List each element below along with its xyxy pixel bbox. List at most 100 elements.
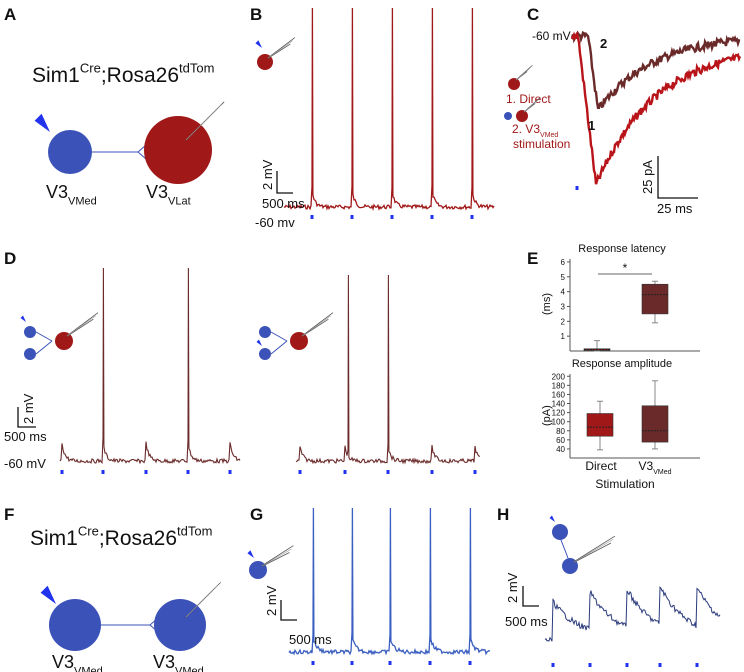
stim-tick xyxy=(228,470,232,474)
stim-tick xyxy=(101,470,105,474)
pipette xyxy=(523,100,538,113)
y-tick-label: 100 xyxy=(552,418,566,427)
y-tick-label: 80 xyxy=(556,427,565,436)
box xyxy=(641,283,669,315)
plot-title: Response latency xyxy=(578,243,666,255)
cell-label: V3VMed xyxy=(52,652,103,672)
pipette xyxy=(185,584,219,618)
label: 500 ms xyxy=(289,632,332,647)
cell xyxy=(516,110,528,122)
stim-tick xyxy=(311,661,315,665)
y-tick-label: 3 xyxy=(561,302,566,311)
label: 25 pA xyxy=(640,160,655,194)
stim-tick xyxy=(186,470,190,474)
stim-tick xyxy=(470,215,474,219)
trace xyxy=(59,267,241,465)
pipette xyxy=(573,539,614,563)
line xyxy=(137,151,147,160)
y-tick-label: 6 xyxy=(561,258,566,267)
pipette xyxy=(301,318,329,337)
stim-tick xyxy=(386,470,390,474)
supscript: tdTom xyxy=(179,61,214,76)
panel-label: G xyxy=(250,505,263,524)
y-tick-label: 1 xyxy=(561,332,566,341)
label: 500 ms xyxy=(262,196,305,211)
pipette xyxy=(66,318,94,337)
text-part: V3 xyxy=(52,652,74,672)
cell xyxy=(249,561,267,579)
stim-arrow xyxy=(20,315,26,322)
panel-label: E xyxy=(527,249,538,268)
scale-bar xyxy=(657,156,698,199)
stim-tick xyxy=(310,215,314,219)
cell xyxy=(552,524,568,540)
panel-label: A xyxy=(4,5,16,24)
text-part: ;Rosa26 xyxy=(101,64,179,87)
cell xyxy=(48,130,92,174)
trace xyxy=(283,7,495,211)
trace xyxy=(288,507,491,656)
pipette xyxy=(301,315,331,337)
subscript: VMed xyxy=(175,665,204,672)
text-part: ;Rosa26 xyxy=(99,527,177,550)
text-part: 2. V3 xyxy=(512,122,540,136)
y-tick-label: 5 xyxy=(561,273,566,282)
stim-arrow xyxy=(40,585,56,604)
label: 500 ms xyxy=(4,429,47,444)
stim-tick xyxy=(343,470,347,474)
label: 2 mV xyxy=(260,159,275,190)
stim-arrow xyxy=(256,339,262,346)
stim-tick xyxy=(658,663,662,667)
label: 2. V3VMed xyxy=(512,122,558,139)
panel-label: F xyxy=(4,505,14,524)
supscript: Cre xyxy=(80,61,101,76)
label: 1 xyxy=(588,118,595,133)
pipette xyxy=(185,104,222,141)
cell xyxy=(259,348,271,360)
text-part: V3 xyxy=(146,182,168,202)
line xyxy=(35,340,53,355)
cell xyxy=(154,599,206,651)
trace xyxy=(570,30,742,185)
panel-label: B xyxy=(250,5,262,24)
label: (ms) xyxy=(541,293,553,315)
stim-tick xyxy=(428,661,432,665)
subscript: VMed xyxy=(74,665,103,672)
genotype: Sim1Cre;Rosa26tdTom xyxy=(32,61,214,88)
label: (pA) xyxy=(541,405,553,426)
stim-tick xyxy=(144,470,148,474)
subscript: VLat xyxy=(168,195,191,207)
cell xyxy=(24,326,36,338)
y-tick-label: 180 xyxy=(552,381,566,390)
pipette xyxy=(262,545,294,566)
subscript: VMed xyxy=(653,469,671,476)
y-tick-label: 140 xyxy=(552,400,566,409)
stim-tick xyxy=(625,663,629,667)
panel-label: D xyxy=(4,249,16,268)
stim-arrow xyxy=(549,515,555,522)
trace xyxy=(544,586,721,642)
stim-arrow xyxy=(255,40,262,48)
line xyxy=(270,340,288,355)
stim-tick xyxy=(350,215,354,219)
scale-bar xyxy=(522,586,539,607)
label: -60 mv xyxy=(255,215,295,230)
stim-tick xyxy=(575,186,579,190)
text-part: Sim1 xyxy=(30,527,78,550)
panel-label: H xyxy=(497,505,509,524)
stim-tick xyxy=(695,663,699,667)
cell xyxy=(24,348,36,360)
stim-tick xyxy=(588,663,592,667)
pipette xyxy=(261,552,290,567)
stim-tick xyxy=(60,470,64,474)
line xyxy=(35,331,53,342)
stim-tick xyxy=(298,470,302,474)
pipette xyxy=(573,542,612,563)
label: Direct xyxy=(585,459,617,473)
text-part: V3 xyxy=(46,182,68,202)
scale-bar xyxy=(280,600,297,621)
line xyxy=(560,539,569,559)
subscript: VMed xyxy=(540,132,558,139)
scale-bar xyxy=(276,171,293,194)
